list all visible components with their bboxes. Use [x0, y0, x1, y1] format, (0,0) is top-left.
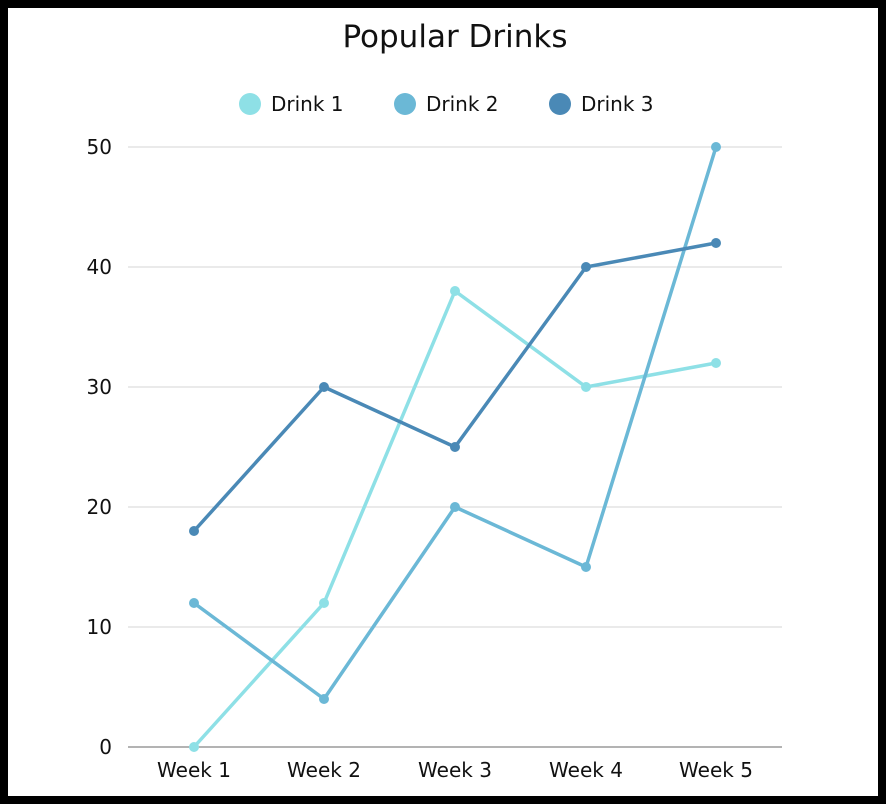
legend-label: Drink 2 — [426, 92, 499, 116]
y-tick-label: 40 — [87, 255, 112, 279]
x-tick-label: Week 1 — [157, 758, 231, 782]
y-tick-label: 30 — [87, 375, 112, 399]
x-tick-label: Week 4 — [549, 758, 623, 782]
data-point — [450, 286, 460, 296]
series-drink-3 — [189, 238, 721, 536]
legend-item: Drink 2 — [394, 92, 499, 116]
series-drink-2 — [189, 142, 721, 704]
legend: Drink 1 Drink 2 Drink 3 — [239, 92, 654, 116]
series-layer — [189, 142, 721, 752]
data-point — [581, 382, 591, 392]
legend-swatch — [394, 93, 416, 115]
x-axis: Week 1 Week 2 Week 3 Week 4 Week 5 — [157, 758, 753, 782]
x-tick-label: Week 2 — [287, 758, 361, 782]
y-axis: 0 10 20 30 40 50 — [87, 135, 112, 759]
data-point — [581, 262, 591, 272]
legend-item: Drink 3 — [549, 92, 654, 116]
y-tick-label: 10 — [87, 615, 112, 639]
legend-item: Drink 1 — [239, 92, 344, 116]
legend-swatch — [549, 93, 571, 115]
data-point — [319, 382, 329, 392]
legend-label: Drink 3 — [581, 92, 654, 116]
y-tick-label: 0 — [99, 735, 112, 759]
data-point — [581, 562, 591, 572]
data-point — [450, 442, 460, 452]
series-line — [192, 145, 718, 701]
data-point — [319, 694, 329, 704]
legend-swatch — [239, 93, 261, 115]
y-tick-label: 20 — [87, 495, 112, 519]
chart-title: Popular Drinks — [342, 19, 567, 55]
x-tick-label: Week 3 — [418, 758, 492, 782]
data-point — [711, 142, 721, 152]
x-tick-label: Week 5 — [679, 758, 753, 782]
series-line — [192, 289, 718, 749]
legend-label: Drink 1 — [271, 92, 344, 116]
data-point — [189, 598, 199, 608]
data-point — [319, 598, 329, 608]
gridlines — [128, 146, 782, 748]
data-point — [450, 502, 460, 512]
data-point — [711, 358, 721, 368]
y-tick-label: 50 — [87, 135, 112, 159]
series-drink-1 — [189, 286, 721, 752]
data-point — [189, 742, 199, 752]
data-point — [189, 526, 199, 536]
data-point — [711, 238, 721, 248]
